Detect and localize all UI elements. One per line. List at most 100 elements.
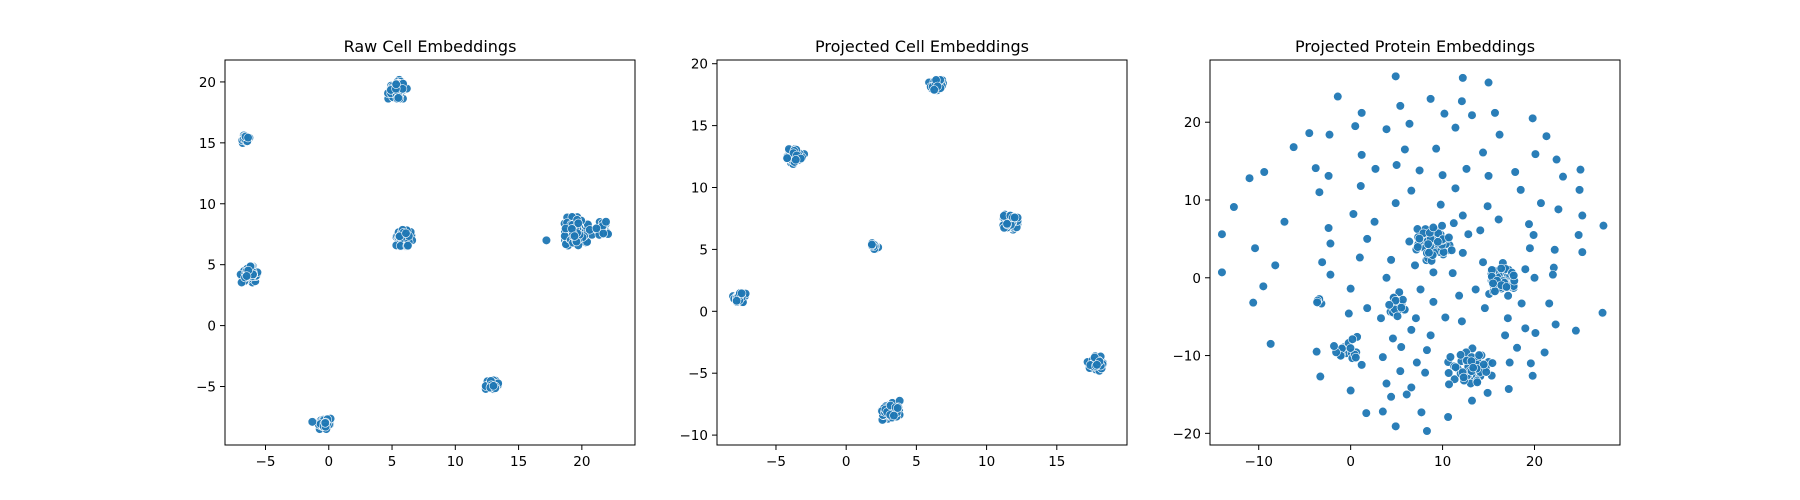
scatter-point	[1362, 234, 1372, 244]
scatter-point	[1500, 330, 1510, 340]
scatter-point	[1553, 204, 1564, 214]
scatter-point	[1422, 426, 1432, 436]
scatter-point	[1311, 163, 1321, 173]
scatter-point	[488, 381, 499, 391]
x-tick-label: 0	[842, 454, 851, 470]
scatter-point	[1413, 242, 1423, 252]
scatter-point	[1501, 282, 1512, 292]
scatter-point	[1392, 160, 1402, 170]
y-tick-label: 20	[199, 75, 216, 91]
y-tick-label: −10	[680, 428, 709, 444]
panel-title: Projected Protein Embeddings	[1295, 37, 1535, 56]
scatter-point	[1510, 167, 1520, 177]
y-tick-label: 10	[1184, 193, 1201, 209]
scatter-point	[1444, 232, 1454, 243]
scatter-point	[1414, 234, 1424, 244]
scatter-point	[1428, 222, 1438, 233]
scatter-point	[1420, 368, 1430, 378]
scatter-point	[1426, 94, 1436, 104]
scatter-point	[393, 93, 403, 103]
scatter-point	[1312, 347, 1322, 357]
panel-raw-cell-embeddings: Raw Cell Embeddings −5 0 5 10 15 20 −5 0 5 10 15 20	[196, 37, 636, 470]
scatter-point	[1304, 128, 1314, 138]
scatter-point	[1370, 164, 1381, 174]
scatter-point	[1391, 198, 1401, 208]
scatter-point	[1381, 124, 1392, 134]
scatter-point	[1577, 247, 1587, 257]
scatter-point	[1525, 243, 1535, 253]
x-tick-label: 0	[324, 454, 333, 470]
scatter-point	[1391, 421, 1401, 431]
scatter-point	[1422, 345, 1432, 355]
scatter-point	[1505, 357, 1515, 368]
scatter-point	[1357, 108, 1367, 118]
scatter-point	[1002, 219, 1012, 229]
y-tick-label: 5	[699, 242, 708, 258]
scatter-point	[1428, 267, 1438, 277]
panel-projected-protein-embeddings: Projected Protein Embeddings −10 0 10 20 −20…	[1173, 37, 1621, 470]
scatter-point	[1348, 209, 1359, 219]
axis-ticks: −5 0 5 10 15 20 −5 0 5 10 15 20	[196, 75, 590, 470]
scatter-point	[320, 418, 330, 428]
scatter-point	[1475, 225, 1485, 235]
scatter-point	[1323, 223, 1334, 233]
scatter-point	[1471, 284, 1481, 295]
scatter-point	[1439, 109, 1450, 119]
scatter-point	[1404, 236, 1414, 247]
scatter-point	[867, 239, 877, 250]
scatter-point	[1436, 200, 1446, 210]
scatter-point	[1010, 212, 1020, 223]
scatter-point	[1574, 185, 1585, 195]
scatter-point	[1458, 248, 1468, 258]
scatter-point	[1357, 150, 1367, 160]
scatter-point	[1378, 406, 1388, 417]
scatter-point	[1258, 281, 1268, 291]
panel-title: Projected Cell Embeddings	[815, 37, 1029, 56]
scatter-point	[1447, 245, 1457, 255]
scatter-point	[243, 133, 253, 143]
x-tick-label: 5	[388, 454, 397, 470]
scatter-point	[1390, 295, 1401, 306]
scatter-point	[1479, 359, 1489, 370]
y-tick-label: −20	[1173, 426, 1202, 442]
y-tick-label: 0	[699, 304, 708, 320]
scatter-point	[791, 155, 801, 165]
scatter-point	[1551, 319, 1561, 330]
x-tick-label: 10	[978, 454, 995, 470]
scatter-point	[307, 417, 317, 427]
scatter-point	[1346, 385, 1356, 396]
scatter-point	[1458, 210, 1468, 221]
scatter-point	[1362, 303, 1372, 313]
scatter-point	[782, 153, 792, 163]
scatter-point	[1312, 297, 1322, 307]
scatter-point	[1440, 312, 1450, 323]
x-tick-label: 0	[1346, 454, 1355, 470]
scatter-point	[1402, 389, 1412, 400]
scatter-point	[1503, 291, 1513, 301]
x-tick-label: −5	[256, 454, 276, 470]
scatter-point	[1411, 313, 1421, 323]
y-tick-label: 10	[691, 181, 708, 197]
scatter-point	[1229, 202, 1239, 212]
scatter-point	[1248, 298, 1258, 308]
scatter-point	[1458, 73, 1468, 83]
scatter-point	[1487, 358, 1498, 368]
scatter-point	[1333, 91, 1343, 102]
scatter-point	[591, 223, 602, 233]
y-tick-label: 15	[199, 136, 216, 152]
scatter-point	[1378, 352, 1388, 362]
scatter-point	[1483, 201, 1493, 211]
scatter-point	[1450, 183, 1461, 193]
scatter-point	[1558, 172, 1568, 182]
scatter-point	[1456, 350, 1466, 360]
scatter-point	[1406, 186, 1416, 196]
scatter-point	[1483, 388, 1493, 398]
scatter-point	[1444, 379, 1454, 389]
scatter-point	[1317, 257, 1327, 267]
scatter-point	[1428, 297, 1438, 307]
scatter-point	[1391, 71, 1401, 81]
scatter-point	[1344, 308, 1354, 319]
x-tick-label: 20	[573, 454, 590, 470]
scatter-point	[569, 231, 580, 241]
